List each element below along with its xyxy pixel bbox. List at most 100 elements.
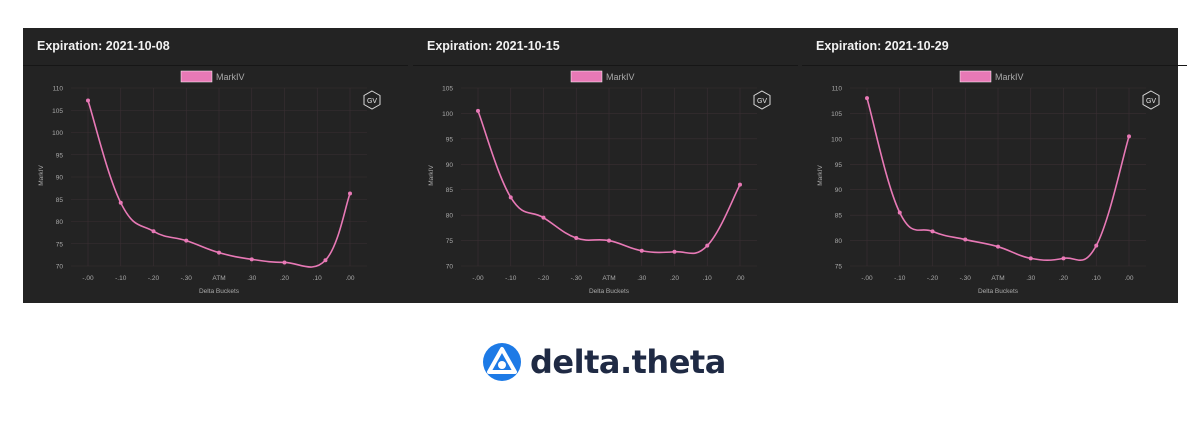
brand-name: delta.theta: [530, 343, 726, 381]
badge-label: GV: [367, 98, 377, 105]
data-point: [184, 238, 189, 243]
x-tick-label: -.10: [894, 275, 906, 282]
x-tick-label: .00: [1124, 275, 1133, 282]
gv-badge-icon: GV: [1142, 90, 1160, 110]
x-axis-title: Delta Buckets: [589, 288, 630, 295]
x-tick-label: .20: [670, 275, 679, 282]
x-tick-label: -.20: [927, 275, 939, 282]
chart-card-3: Expiration: 2021-10-29 MarkIV GV 75 80 85 90 9…: [802, 28, 1187, 303]
y-tick-label: 85: [56, 197, 64, 204]
x-tick-label: -.30: [571, 275, 583, 282]
y-tick-label: 80: [56, 219, 64, 226]
y-tick-label: 80: [835, 238, 843, 245]
legend: MarkIV: [180, 70, 245, 83]
markiv-chart: MarkIV GV 75 80 85 90 95 100 105 110 -.00 -.10 -.20 -…: [817, 70, 1160, 295]
gv-badge-icon: GV: [363, 90, 381, 110]
x-axis-title: Delta Buckets: [199, 288, 240, 295]
y-tick-label: 100: [831, 136, 842, 143]
y-tick-label: 75: [446, 238, 454, 245]
x-tick-label: .10: [1092, 275, 1101, 282]
x-tick-label: .20: [280, 275, 289, 282]
y-tick-label: 95: [446, 136, 454, 143]
legend-swatch: [180, 70, 213, 83]
legend: MarkIV: [959, 70, 1024, 83]
y-tick-label: 105: [52, 108, 63, 115]
data-point: [865, 96, 869, 101]
y-tick-label: 90: [446, 162, 454, 169]
chart-card-2: Expiration: 2021-10-15 MarkIV GV 70 75 80 85 9…: [413, 28, 798, 303]
data-point: [348, 191, 352, 196]
x-tick-label: ATM: [991, 275, 1004, 282]
x-tick-label: -.30: [181, 275, 193, 282]
x-tick-label: -.00: [472, 275, 484, 282]
legend-label: MarkIV: [216, 72, 245, 82]
legend-label: MarkIV: [995, 72, 1024, 82]
y-tick-label: 85: [446, 187, 454, 194]
y-tick-label: 100: [442, 111, 453, 118]
markiv-chart: MarkIV GV 70 75 80 85 90 95 100 105 -.00 -.10 -.20 -.…: [428, 70, 771, 295]
y-tick-label: 90: [835, 187, 843, 194]
x-tick-label: .10: [313, 275, 322, 282]
badge-label: GV: [757, 98, 767, 105]
y-tick-label: 95: [56, 152, 64, 159]
y-tick-label: 95: [835, 162, 843, 169]
y-tick-label: 75: [56, 241, 64, 248]
data-point: [897, 210, 902, 215]
data-point: [963, 237, 968, 242]
legend-swatch: [570, 70, 603, 83]
data-point: [705, 243, 710, 248]
data-point: [1127, 134, 1131, 139]
data-point: [996, 244, 1000, 249]
x-tick-label: .00: [735, 275, 744, 282]
badge-hexagon: [1142, 90, 1160, 110]
brand-logo: delta.theta: [482, 340, 726, 384]
data-point: [86, 98, 90, 103]
data-point: [1028, 256, 1033, 261]
data-point: [1061, 256, 1066, 261]
chart-title: Expiration: 2021-10-29: [802, 28, 1187, 66]
legend: MarkIV: [570, 70, 635, 83]
x-tick-label: ATM: [212, 275, 225, 282]
y-tick-label: 105: [442, 86, 453, 93]
data-point: [476, 108, 480, 113]
x-tick-label: .30: [637, 275, 646, 282]
data-point: [118, 200, 123, 205]
badge-hexagon: [753, 90, 771, 110]
delta-theta-logo-icon: [483, 343, 521, 381]
x-tick-label: -.10: [115, 275, 127, 282]
data-point: [151, 229, 156, 234]
data-point: [508, 195, 513, 200]
legend-label: MarkIV: [606, 72, 635, 82]
data-point: [1094, 243, 1099, 248]
badge-label: GV: [1146, 98, 1156, 105]
y-tick-label: 100: [52, 130, 63, 137]
data-point: [930, 229, 935, 234]
data-point: [639, 248, 644, 253]
data-point: [282, 260, 287, 265]
x-tick-label: .30: [247, 275, 256, 282]
y-tick-label: 75: [835, 264, 843, 271]
y-tick-label: 105: [831, 111, 842, 118]
x-tick-label: ATM: [602, 275, 615, 282]
data-point: [607, 238, 611, 243]
y-tick-label: 90: [56, 175, 64, 182]
x-tick-label: .30: [1026, 275, 1035, 282]
y-axis-title: MarkIV: [428, 165, 435, 186]
y-tick-label: 85: [835, 213, 843, 220]
y-tick-label: 110: [832, 86, 843, 93]
x-tick-label: -.20: [148, 275, 160, 282]
x-tick-label: .20: [1059, 275, 1068, 282]
data-point: [672, 249, 677, 254]
x-tick-label: -.20: [538, 275, 550, 282]
legend-swatch: [959, 70, 992, 83]
x-tick-label: -.10: [505, 275, 517, 282]
data-point: [217, 250, 221, 255]
x-tick-label: -.00: [82, 275, 94, 282]
badge-hexagon: [363, 90, 381, 110]
gv-badge-icon: GV: [753, 90, 771, 110]
y-axis-title: MarkIV: [817, 165, 824, 186]
data-point: [249, 257, 254, 262]
x-tick-label: .10: [703, 275, 712, 282]
y-tick-label: 70: [56, 264, 64, 271]
y-tick-label: 80: [446, 213, 454, 220]
